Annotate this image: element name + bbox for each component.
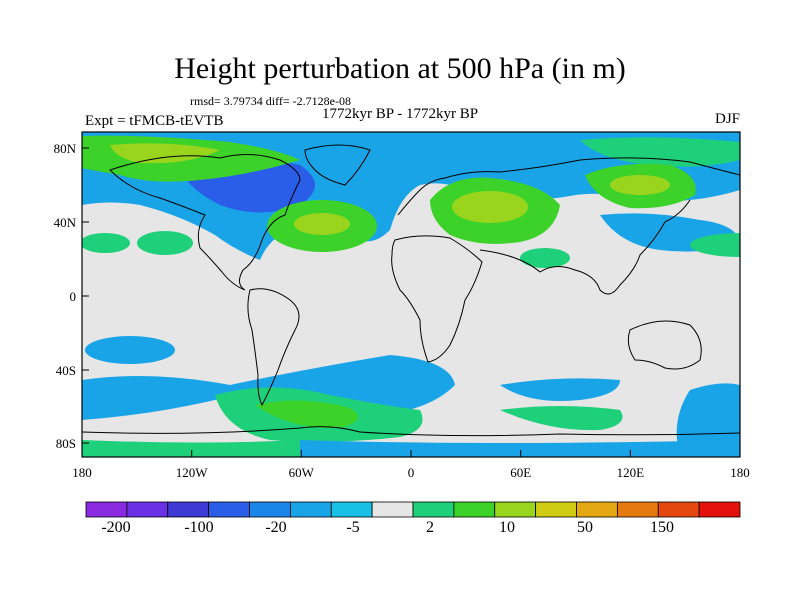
colorbar-segment [535,501,577,518]
colorbar-segment [249,501,291,518]
experiment-label: Expt = tFMCB-tEVTB [85,113,224,129]
field-green-patch-3 [520,248,570,268]
colorbar [85,501,741,518]
colorbar-segment [657,501,700,518]
lon-tick-label: 120E [617,465,645,480]
page-title: Height perturbation at 500 hPa (in m) [174,52,626,85]
stats-text: rmsd= 3.79734 diff= -2.7128e-08 [190,94,351,108]
colorbar-segment [208,501,250,518]
colorbar-label: -20 [265,519,286,536]
colorbar-label: 150 [650,519,674,536]
colorbar-segment [453,501,496,518]
field-green-arctic-east [580,137,740,167]
lat-tick-label: 80N [54,141,77,156]
lat-tick-label: 40S [56,363,76,378]
colorbar-segment [85,501,128,518]
field-green-seast [500,406,623,431]
lon-tick-label: 60E [510,465,531,480]
colorbar-label: 2 [426,519,434,536]
coast-greenland [304,144,371,186]
colorbar-segment [616,501,659,518]
colorbar-segment [494,501,537,518]
colorbar-label: -200 [101,519,130,536]
period-label: 1772kyr BP - 1772kyr BP [322,106,479,122]
field-green-patch-2 [690,233,740,257]
coast-north-america [109,154,301,291]
map-field [82,132,740,457]
lon-tick-label: 180 [730,465,750,480]
colorbar-segment [698,501,741,518]
field-yellowgreen-southern [255,400,358,429]
colorbar-segment [371,501,414,518]
colorbar-labels: -200 -100 -20 -5 2 10 50 150 [101,519,674,536]
season-label: DJF [714,111,740,127]
lon-tick-label: 0 [408,465,415,480]
field-green-antarctic [82,440,300,457]
field-yellow-natlantic [294,213,350,235]
lat-tick-label: 40N [54,215,77,230]
coast-europe [397,157,740,216]
colorbar-label: 50 [577,519,593,536]
lon-tick-label: 180 [72,465,92,480]
colorbar-segment [330,501,373,518]
field-yellow-siberia [610,175,670,195]
lon-tick-label: 120W [176,465,209,480]
colorbar-segment [576,501,618,518]
coast-asia-south [479,199,691,295]
colorbar-label: 10 [499,519,515,536]
lat-tick-label: 80S [56,436,76,451]
lat-axis: 80N 40N 0 40S 80S [54,141,89,451]
coast-south-america [247,288,300,407]
field-blue-seast [676,383,740,457]
coastlines [82,144,740,437]
field-blue-indian [500,378,620,401]
coast-australia [627,320,702,370]
coast-africa [391,235,483,363]
colorbar-label: -100 [184,519,213,536]
colorbar-segment [289,501,332,518]
colorbar-segment [167,501,210,518]
lon-axis: 180 120W 60W 0 60E 120E 180 [72,450,750,480]
field-yellow-eurasia [452,191,528,223]
colorbar-segment [126,501,169,518]
coast-antarctica [82,426,740,437]
lat-tick-label: 0 [70,289,77,304]
field-green-patch-4 [82,233,130,253]
lon-tick-label: 60W [289,465,315,480]
field-green-patch-1 [137,231,193,255]
colorbar-segment [412,501,455,518]
field-blue-spacific [85,336,175,364]
colorbar-label: -5 [346,519,359,536]
field-yellow-arctic [110,143,220,164]
